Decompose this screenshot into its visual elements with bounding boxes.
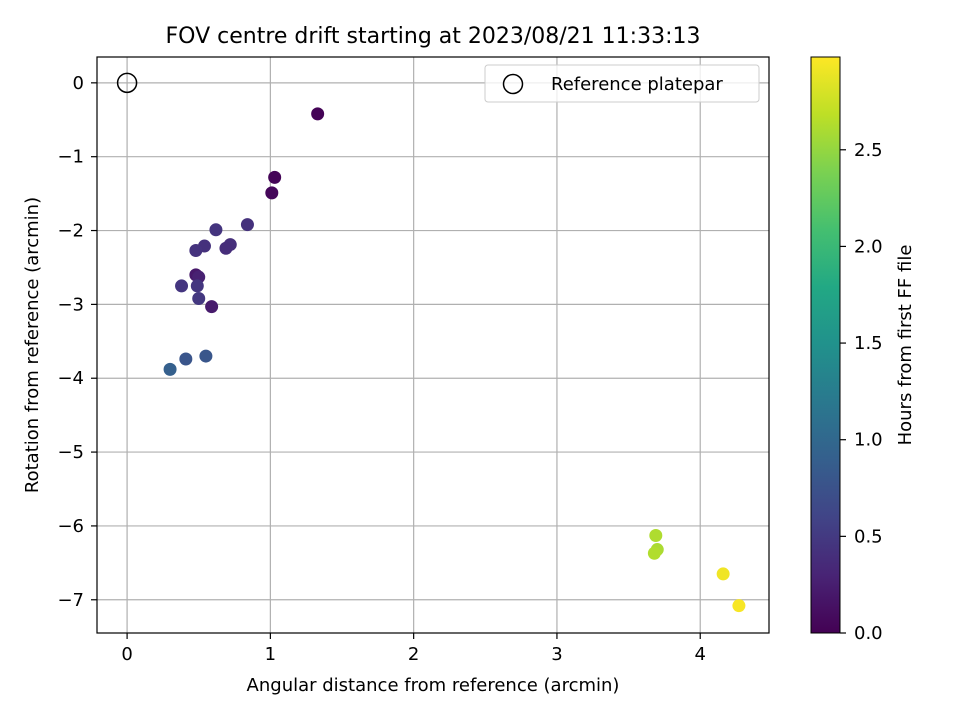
data-point [163,362,177,376]
data-point [189,243,203,257]
data-point [240,218,254,232]
colorbar-tick-label: 0.0 [854,623,883,644]
colorbar-gradient [810,56,841,634]
x-tick-label: 3 [551,644,562,665]
y-axis-ticks: 0 −1 −2 −3 −4 −5 −6 −7 [57,73,97,611]
data-point [190,279,204,293]
y-tick-label: 0 [73,73,84,94]
data-points [163,107,746,613]
y-tick-label: −4 [57,368,84,389]
y-tick-label: −7 [57,590,84,611]
data-point [732,599,746,613]
x-tick-label: 4 [694,644,705,665]
plot-frame [96,56,770,634]
colorbar: 0.0 0.5 1.0 1.5 2.0 2.5 Hours from first FF f… [810,56,916,644]
data-point [192,291,206,305]
grid-lines [97,57,769,633]
y-tick-label: −6 [57,516,84,537]
data-point [268,170,282,184]
data-point [219,241,233,255]
data-point [179,352,193,366]
x-tick-label: 0 [121,644,132,665]
data-point [311,107,325,121]
y-tick-label: −2 [57,221,84,242]
colorbar-label: Hours from first FF file [895,245,916,446]
y-axis-label: Rotation from reference (arcmin) [22,197,43,493]
y-tick-label: −1 [57,147,84,168]
x-axis-ticks: 0 1 2 3 4 [121,633,706,665]
colorbar-tick-label: 0.5 [854,526,883,547]
data-point [175,279,189,293]
legend-entry-reference: Reference platepar [551,74,723,95]
reference-marker [116,72,138,94]
colorbar-tick-label: 1.5 [854,333,883,354]
x-axis-label: Angular distance from reference (arcmin) [247,675,620,696]
colorbar-ticks: 0.0 0.5 1.0 1.5 2.0 2.5 [840,140,883,644]
x-tick-label: 2 [408,644,419,665]
data-point [716,567,730,581]
y-tick-label: −3 [57,294,84,315]
legend-box [484,64,760,103]
legend-marker [502,73,524,95]
data-point [199,349,213,363]
data-point [265,186,279,200]
data-point [209,223,223,237]
legend: Reference platepar [484,64,760,103]
y-tick-label: −5 [57,442,84,463]
colorbar-tick-label: 1.0 [854,430,883,451]
data-point [649,529,663,543]
data-point [647,546,661,560]
colorbar-tick-label: 2.5 [854,140,883,161]
x-tick-label: 1 [265,644,276,665]
colorbar-tick-label: 2.0 [854,236,883,257]
chart-title: FOV centre drift starting at 2023/08/21 … [166,24,701,49]
reference-point [116,72,138,94]
data-point [205,300,219,314]
